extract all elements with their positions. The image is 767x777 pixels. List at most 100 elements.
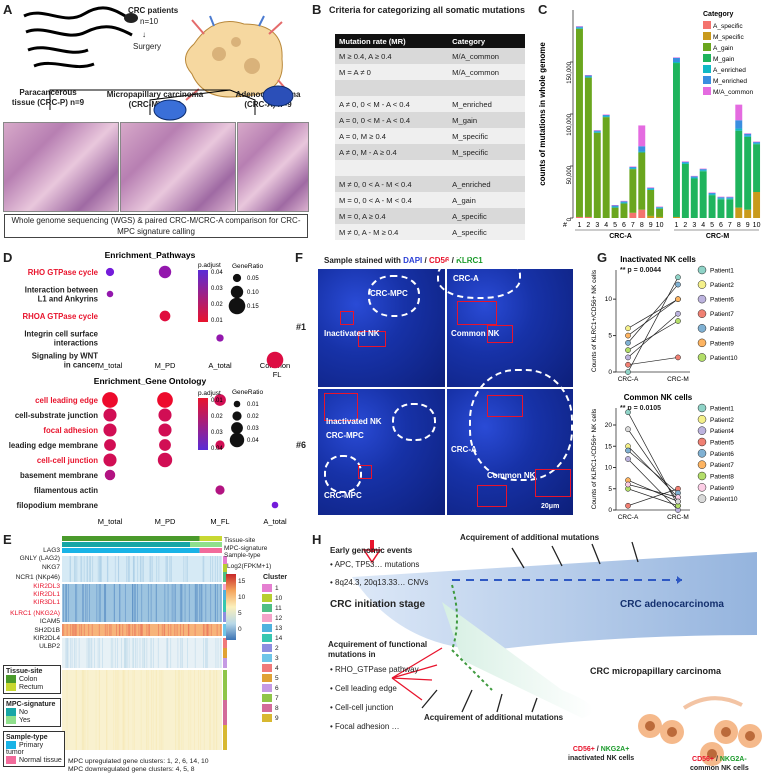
- bar-segment: [753, 192, 761, 218]
- plot-title: Enrichment_Pathways: [105, 250, 196, 260]
- heatmap-cell: [86, 556, 88, 582]
- heatmap-cell: [214, 556, 216, 582]
- heatmap-cell: [99, 556, 101, 582]
- sample-label-6: #6: [296, 440, 307, 450]
- heatmap-cell: [91, 638, 93, 668]
- x-tick-label: CRC-A: [618, 376, 639, 383]
- point: [625, 447, 631, 454]
- colorbar-title: p.adjust: [198, 262, 221, 269]
- colorbar: [198, 398, 208, 450]
- bar-segment: [735, 130, 743, 208]
- bar-segment: [638, 151, 646, 153]
- heatmap-cell: [122, 670, 124, 750]
- heatmap-cell: [65, 584, 67, 622]
- heatmap-cell: [75, 584, 76, 622]
- point: [625, 347, 631, 353]
- heatmap-cell: [163, 624, 165, 636]
- x-tick-label: 3: [692, 222, 696, 229]
- category-label: filopodium membrane: [17, 501, 99, 510]
- heatmap-cell: [142, 638, 144, 668]
- heatmap-cell: [148, 624, 150, 636]
- heatmap-cell: [140, 556, 142, 582]
- bar-segment: [753, 141, 761, 143]
- heatmap-cell: [124, 638, 126, 668]
- heatmap-cell: [146, 638, 148, 668]
- y-tick-label: 100,000: [567, 113, 573, 135]
- heatmap-cell: [116, 624, 117, 636]
- heatmap-cell: [101, 556, 102, 582]
- heatmap-cell: [128, 638, 130, 668]
- bar-segment: [584, 75, 592, 77]
- bar-segment: [638, 209, 646, 218]
- point: [675, 354, 681, 361]
- legend-label: Patient6: [710, 451, 734, 458]
- legend-tissue: Tissue-site Colon Rectum: [3, 665, 61, 694]
- heatmap-cell: [209, 670, 211, 750]
- surgery-label: Surgery: [133, 42, 162, 51]
- heatmap-cell: [104, 624, 106, 636]
- heatmap-cell: [194, 624, 196, 636]
- early-event-2: • 8q24.3, 20q13.33… CNVs: [330, 578, 429, 587]
- bar-segment: [611, 206, 619, 208]
- heatmap-cell: [143, 556, 144, 582]
- criteria-header-category: Category: [448, 34, 525, 48]
- inact-nk-label: Inactivated NK: [324, 329, 380, 338]
- bar-segment: [699, 168, 707, 170]
- heatmap-cell: [139, 556, 141, 582]
- heatmap-cell: [164, 624, 166, 636]
- heatmap-cell: [205, 584, 207, 622]
- heatmap-cell: [66, 638, 68, 668]
- expression-colorbar: [226, 574, 236, 640]
- sample-branches: [49, 89, 256, 115]
- x-tick-label: 9: [649, 222, 653, 229]
- bar-segment: [717, 197, 725, 199]
- cluster-id: 1: [275, 585, 279, 592]
- bar-segment: [673, 57, 680, 62]
- heatmap-cell: [106, 670, 108, 750]
- heatmap-cell: [107, 556, 109, 582]
- nk-box: [340, 311, 354, 325]
- legend-title: Category: [703, 11, 733, 18]
- heatmap-cell: [203, 556, 205, 582]
- heatmap-cell: [215, 584, 216, 622]
- category-label: leading edge membrane: [9, 441, 99, 450]
- heatmap-cell: [110, 638, 112, 668]
- heatmap-cell: [63, 624, 65, 636]
- point: [625, 332, 631, 339]
- heatmap-cell: [161, 670, 162, 750]
- panel-label-d: D: [3, 250, 13, 265]
- heatmap-cell: [179, 584, 181, 622]
- nk-box: [358, 465, 372, 479]
- x-tick-label: 2: [586, 222, 590, 229]
- dot: [157, 452, 173, 468]
- x-tick-label: 7: [631, 222, 635, 229]
- dot: [157, 392, 173, 408]
- heatmap-cell: [81, 624, 83, 636]
- size-legend-title: GeneRatio: [232, 389, 263, 396]
- heatmap-cell: [137, 556, 139, 582]
- heatmap-cell: [83, 670, 84, 750]
- x-tick-label: CRC-M: [667, 376, 689, 383]
- heatmap-cell: [169, 556, 171, 582]
- cluster-bar: [223, 600, 227, 612]
- heatmap-cell: [138, 624, 140, 636]
- size-legend-dot: [233, 400, 241, 408]
- bar-segment: [647, 188, 655, 190]
- heatmap-cell: [194, 638, 196, 668]
- crc-p-label: Paracancerous tissue (CRC-P) n=9: [11, 88, 85, 107]
- heatmap-cell: [125, 638, 127, 668]
- dot: [158, 265, 172, 279]
- footnote-down: MPC downregulated gene clusters: 4, 5, 8: [68, 766, 195, 773]
- heatmap-cell: [201, 584, 203, 622]
- histology-crc-p: [3, 122, 119, 212]
- heatmap-cell: [82, 670, 84, 750]
- heatmap-cell: [72, 624, 74, 636]
- bar-segment: [593, 132, 601, 218]
- heatmap-cell: [150, 638, 152, 668]
- legend-label: Patient8: [710, 326, 734, 333]
- heatmap-cell: [99, 584, 101, 622]
- heatmap-cell: [86, 638, 88, 668]
- gene-list: LAG3 GNLY (LAG2) NKG7 NCR1 (NKp46) KIR2D…: [4, 547, 60, 652]
- y-tick-label: 0: [567, 217, 573, 221]
- functional-item: • Cell-cell junction: [330, 703, 394, 712]
